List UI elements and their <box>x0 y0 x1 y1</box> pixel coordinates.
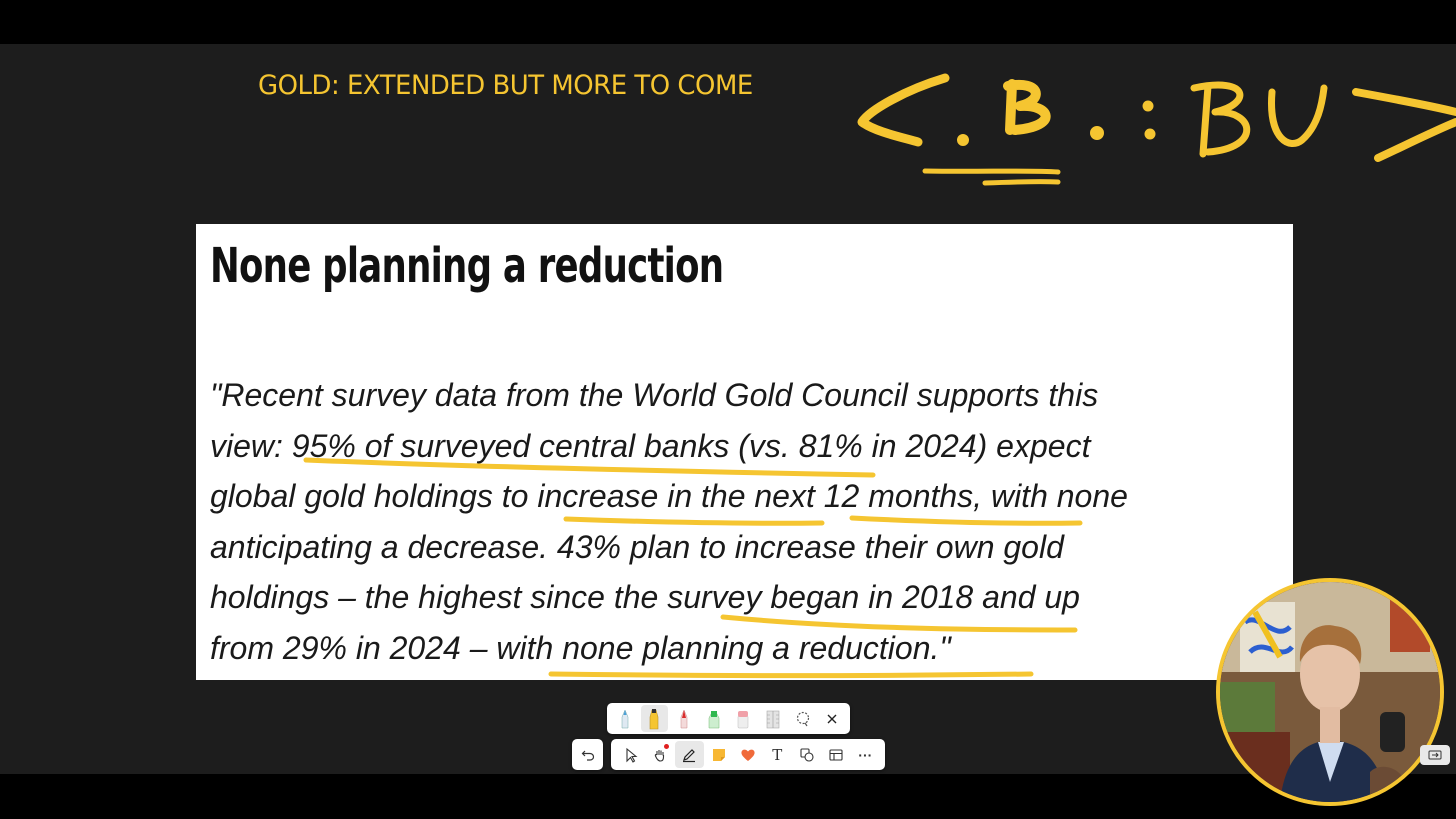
presenter-video <box>1220 582 1440 802</box>
select-icon[interactable] <box>616 741 645 768</box>
green-pen-icon[interactable] <box>700 705 728 732</box>
more-icon[interactable]: ··· <box>858 746 873 763</box>
blue-pen-icon[interactable] <box>611 705 639 732</box>
notification-dot <box>663 744 669 749</box>
hand-icon[interactable] <box>645 741 674 768</box>
quote-text: "Recent survey data from the World Gold … <box>210 370 1290 673</box>
undo-button[interactable] <box>572 739 603 770</box>
quote-line: from 29% in 2024 – with none planning a … <box>210 629 951 666</box>
card-heading: None planning a reduction <box>210 238 724 294</box>
pen-icon[interactable] <box>674 741 704 768</box>
quote-line: view: 95% of surveyed central banks (vs.… <box>210 427 1091 464</box>
quote-line: holdings – the highest since the survey … <box>210 579 1080 615</box>
expand-icon <box>1428 750 1442 760</box>
slide-title: GOLD: EXTENDED BUT MORE TO COME <box>258 70 753 101</box>
yellow-highlighter-icon[interactable] <box>640 705 669 732</box>
eraser-icon[interactable] <box>730 705 758 732</box>
pen-tray <box>607 703 850 734</box>
quote-line: anticipating a decrease. 43% plan to inc… <box>210 528 1064 565</box>
shapes-icon[interactable] <box>792 741 821 768</box>
webcam-expand-button[interactable] <box>1420 745 1450 765</box>
reaction-heart-icon[interactable] <box>733 741 762 768</box>
table-icon[interactable] <box>821 741 850 768</box>
presenter-webcam <box>1216 578 1444 806</box>
close-icon[interactable] <box>818 705 846 732</box>
quote-card: None planning a reduction "Recent survey… <box>196 224 1293 680</box>
sticky-note-icon[interactable] <box>704 741 733 768</box>
red-pen-icon[interactable] <box>670 705 698 732</box>
quote-line: "Recent survey data from the World Gold … <box>210 377 1099 413</box>
main-toolbar: T ··· <box>611 739 885 770</box>
quote-line: global gold holdings to increase in the … <box>210 478 1128 514</box>
ruler-icon[interactable] <box>759 705 787 732</box>
lasso-icon[interactable] <box>789 705 817 732</box>
undo-icon <box>581 750 594 761</box>
text-icon[interactable]: T <box>772 745 783 764</box>
